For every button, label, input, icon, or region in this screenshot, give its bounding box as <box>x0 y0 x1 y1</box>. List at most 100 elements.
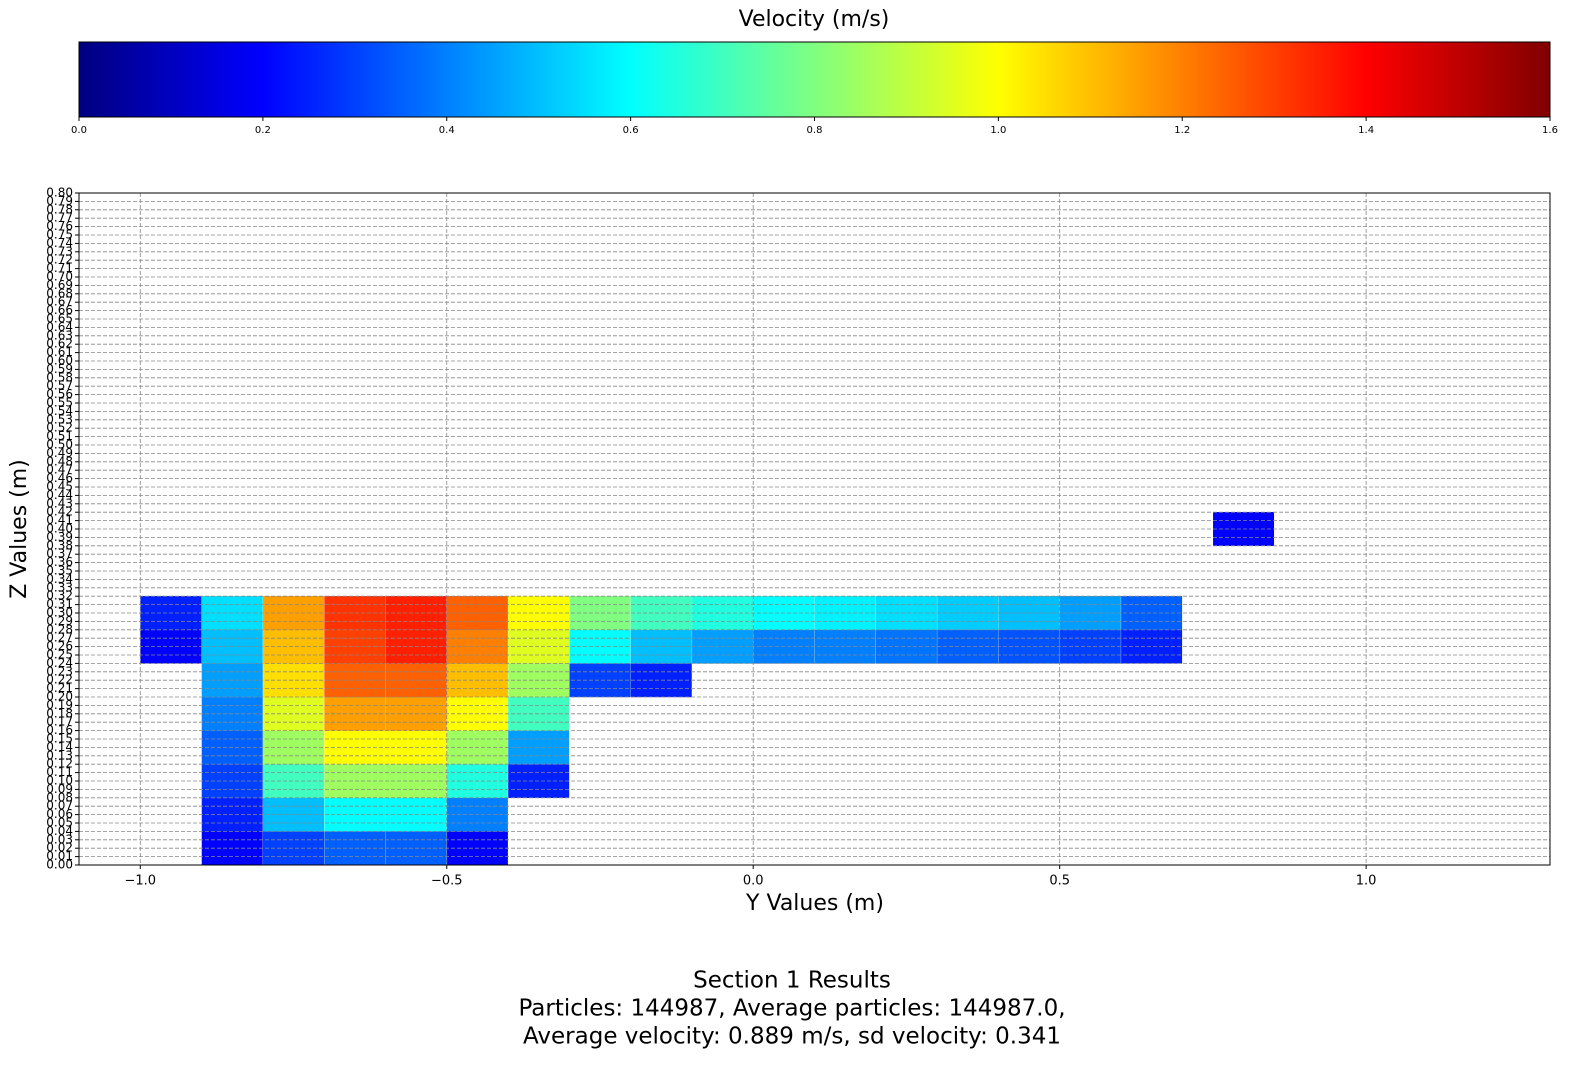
y-tick-label: 0.72 <box>46 253 73 267</box>
y-tick-label: 0.01 <box>46 849 73 863</box>
y-tick-label: 0.44 <box>46 488 73 502</box>
y-tick-label: 0.13 <box>46 748 73 762</box>
y-tick-label: 0.52 <box>46 421 73 435</box>
y-tick-label: 0.64 <box>46 320 73 334</box>
x-axis-label: Y Values (m) <box>745 891 884 916</box>
colorbar-label: Velocity (m/s) <box>739 7 890 32</box>
y-tick-label: 0.22 <box>46 673 73 687</box>
y-tick-label: 0.00 <box>46 858 73 872</box>
y-tick-label: 0.42 <box>46 505 73 519</box>
y-tick-label: 0.49 <box>46 446 73 460</box>
x-tick-label: 1.0 <box>1356 874 1377 889</box>
colorbar-tick-label: 1.0 <box>990 125 1006 136</box>
y-tick-label: 0.11 <box>46 765 73 779</box>
y-tick-label: 0.30 <box>46 606 73 620</box>
y-tick-label: 0.10 <box>46 774 73 788</box>
y-tick-label: 0.25 <box>46 648 73 662</box>
y-tick-label: 0.48 <box>46 454 73 468</box>
y-tick-label: 0.15 <box>46 732 73 746</box>
y-tick-label: 0.67 <box>46 295 73 309</box>
y-tick-label: 0.04 <box>46 824 73 838</box>
colorbar-tick-label: 0.2 <box>255 125 271 136</box>
y-tick-label: 0.12 <box>46 757 73 771</box>
colorbar-tick-label: 0.0 <box>71 125 87 136</box>
y-tick-label: 0.75 <box>46 228 73 242</box>
y-tick-label: 0.09 <box>46 782 73 796</box>
y-tick-label: 0.58 <box>46 370 73 384</box>
y-tick-label: 0.05 <box>46 816 73 830</box>
y-axis-label: Z Values (m) <box>7 459 32 599</box>
y-tick-label: 0.18 <box>46 706 73 720</box>
colorbar-tick-label: 0.6 <box>623 125 639 136</box>
colorbar-tick-label: 1.6 <box>1542 125 1558 136</box>
y-tick-label: 0.35 <box>46 564 73 578</box>
y-tick-label: 0.46 <box>46 471 73 485</box>
y-tick-label: 0.03 <box>46 832 73 846</box>
plot-frame <box>78 192 1551 866</box>
colorbar <box>78 41 1551 118</box>
y-tick-label: 0.40 <box>46 522 73 536</box>
y-tick-label: 0.23 <box>46 664 73 678</box>
x-tick-label: −0.5 <box>431 874 463 889</box>
y-tick-label: 0.65 <box>46 312 73 326</box>
x-tick-label: 0.0 <box>743 874 764 889</box>
y-tick-label: 0.28 <box>46 622 73 636</box>
y-tick-label: 0.39 <box>46 530 73 544</box>
y-tick-label: 0.66 <box>46 303 73 317</box>
colorbar-tick-label: 1.2 <box>1174 125 1190 136</box>
y-tick-label: 0.38 <box>46 538 73 552</box>
y-tick-label: 0.55 <box>46 396 73 410</box>
y-tick-label: 0.29 <box>46 614 73 628</box>
y-tick-label: 0.56 <box>46 387 73 401</box>
y-tick-label: 0.17 <box>46 715 73 729</box>
y-tick-label: 0.06 <box>46 807 73 821</box>
y-tick-label: 0.68 <box>46 286 73 300</box>
y-tick-label: 0.24 <box>46 656 73 670</box>
y-tick-label: 0.33 <box>46 580 73 594</box>
y-tick-label: 0.73 <box>46 244 73 258</box>
y-tick-label: 0.71 <box>46 261 73 275</box>
y-tick-label: 0.76 <box>46 219 73 233</box>
y-tick-label: 0.08 <box>46 790 73 804</box>
y-tick-label: 0.57 <box>46 379 73 393</box>
y-tick-label: 0.61 <box>46 345 73 359</box>
y-tick-label: 0.74 <box>46 236 73 250</box>
y-tick-label: 0.80 <box>46 186 73 200</box>
y-tick-label: 0.62 <box>46 337 73 351</box>
y-tick-label: 0.07 <box>46 799 73 813</box>
y-tick-label: 0.63 <box>46 328 73 342</box>
y-tick-label: 0.70 <box>46 270 73 284</box>
footer-line: Average velocity: 0.889 m/s, sd velocity… <box>523 1024 1061 1050</box>
y-tick-label: 0.77 <box>46 211 73 225</box>
x-tick-label: 0.5 <box>1049 874 1070 889</box>
y-tick-label: 0.37 <box>46 547 73 561</box>
y-tick-label: 0.19 <box>46 698 73 712</box>
y-tick-label: 0.27 <box>46 631 73 645</box>
footer-line: Section 1 Results <box>693 968 891 994</box>
y-tick-label: 0.32 <box>46 589 73 603</box>
y-tick-label: 0.14 <box>46 740 73 754</box>
y-tick-label: 0.43 <box>46 496 73 510</box>
colorbar-tick-label: 0.4 <box>439 125 455 136</box>
y-tick-label: 0.45 <box>46 480 73 494</box>
y-tick-label: 0.02 <box>46 841 73 855</box>
y-tick-label: 0.53 <box>46 412 73 426</box>
y-tick-label: 0.16 <box>46 723 73 737</box>
y-tick-label: 0.41 <box>46 513 73 527</box>
y-tick-label: 0.69 <box>46 278 73 292</box>
y-tick-label: 0.54 <box>46 404 73 418</box>
y-tick-label: 0.50 <box>46 438 73 452</box>
y-tick-label: 0.34 <box>46 572 73 586</box>
y-tick-label: 0.60 <box>46 354 73 368</box>
y-tick-label: 0.59 <box>46 362 73 376</box>
y-tick-label: 0.20 <box>46 690 73 704</box>
y-tick-label: 0.51 <box>46 429 73 443</box>
colorbar-tick-label: 0.8 <box>807 125 823 136</box>
y-tick-label: 0.26 <box>46 639 73 653</box>
y-tick-label: 0.36 <box>46 555 73 569</box>
y-tick-label: 0.79 <box>46 194 73 208</box>
colorbar-tick-label: 1.4 <box>1358 125 1374 136</box>
y-tick-label: 0.47 <box>46 463 73 477</box>
x-tick-label: −1.0 <box>125 874 157 889</box>
